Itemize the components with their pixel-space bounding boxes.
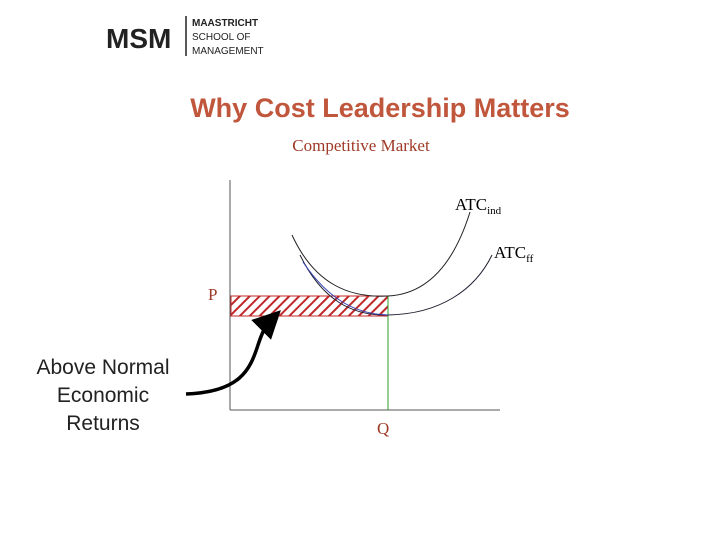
- atc-label: ATC: [455, 195, 487, 214]
- logo: MSM MAASTRICHT SCHOOL OF MANAGEMENT: [106, 16, 264, 57]
- quantity-label: Q: [377, 419, 389, 438]
- atc-ind-label: ATCind: [455, 195, 502, 217]
- annotation-line: Economic: [57, 384, 149, 407]
- logo-line: MANAGEMENT: [192, 46, 264, 57]
- logo-short: MSM: [106, 23, 171, 54]
- annotation-line: Above Normal: [36, 356, 169, 379]
- annotation-arrow: [185, 310, 281, 396]
- atc-label: ATC: [494, 243, 526, 262]
- subtitle: Competitive Market: [292, 136, 430, 155]
- atc-subscript: ind: [487, 205, 502, 217]
- logo-line: MAASTRICHT: [192, 18, 258, 29]
- logo-line: SCHOOL OF: [192, 32, 251, 43]
- atc-ff-label: ATCff: [494, 243, 534, 265]
- annotation-line: Returns: [66, 412, 140, 435]
- atc-ind-curve: [291, 211, 471, 297]
- atc-ff-curve-segment: [302, 261, 389, 316]
- atc-ff-curve: [299, 254, 493, 316]
- atc-subscript: ff: [526, 253, 533, 265]
- price-label: P: [208, 285, 217, 304]
- title: Why Cost Leadership Matters: [190, 93, 570, 123]
